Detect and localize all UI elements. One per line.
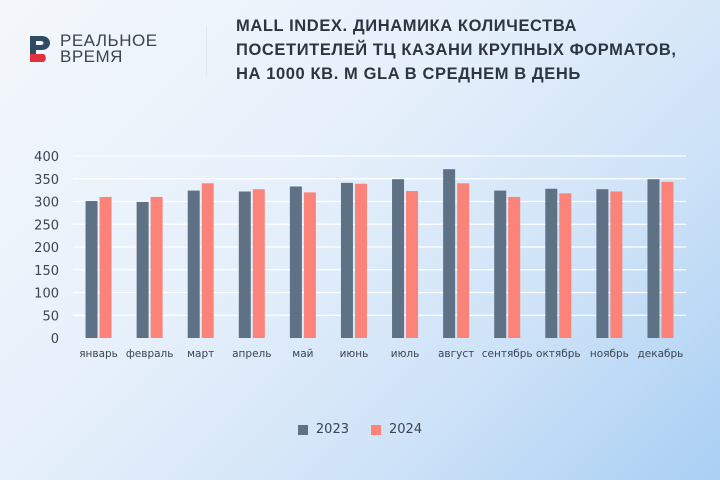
x-tick-label: май [292, 348, 313, 360]
bar-2024-февраль [150, 196, 163, 338]
bar-2023-апрель [238, 191, 251, 338]
bar-2023-август [443, 169, 456, 338]
legend: 2023 2024 [0, 422, 720, 437]
x-tick-label: август [438, 348, 474, 360]
y-tick-label: 50 [42, 309, 59, 324]
logo-mark-icon [30, 36, 50, 62]
y-tick-label: 350 [34, 173, 59, 188]
header-divider [206, 26, 207, 76]
y-tick-label: 400 [34, 150, 59, 165]
x-tick-label: февраль [126, 348, 174, 360]
bar-2023-июнь [340, 182, 353, 338]
legend-swatch-2023 [297, 424, 308, 435]
bar-2024-август [457, 183, 470, 338]
bar-2023-январь [85, 201, 98, 338]
bar-2023-июль [392, 179, 405, 338]
x-tick-label: ноябрь [590, 348, 629, 360]
legend-item-2024: 2024 [371, 422, 422, 437]
x-tick-label: март [187, 348, 214, 360]
y-tick-label: 250 [34, 218, 59, 233]
bar-2023-май [289, 186, 302, 338]
bar-2024-январь [99, 196, 112, 338]
y-tick-label: 0 [51, 332, 59, 347]
bar-2023-ноябрь [596, 189, 609, 338]
bar-2024-ноябрь [610, 191, 623, 338]
bar-2024-декабрь [661, 181, 674, 338]
legend-swatch-2024 [371, 424, 381, 435]
y-tick-label: 300 [34, 196, 59, 211]
legend-label-2024: 2024 [389, 422, 423, 437]
bar-2024-апрель [252, 189, 265, 338]
x-tick-label: январь [79, 348, 118, 360]
bar-2023-октябрь [545, 188, 558, 338]
bar-2023-декабрь [647, 179, 660, 338]
x-tick-label: сентябрь [482, 348, 533, 360]
bar-2024-октябрь [559, 193, 572, 338]
bar-2024-июль [406, 191, 419, 338]
brand-logo: РЕАЛЬНОЕ ВРЕМЯ [28, 31, 158, 66]
x-tick-label: июль [391, 348, 420, 360]
bar-2024-март [201, 183, 214, 338]
brand-line2: ВРЕМЯ [60, 47, 123, 66]
brand-line1: РЕАЛЬНОЕ [60, 31, 158, 50]
y-tick-label: 100 [34, 287, 59, 302]
x-tick-label: апрель [232, 348, 271, 360]
x-tick-label: июнь [340, 348, 369, 360]
bar-2023-сентябрь [494, 190, 507, 338]
x-tick-label: декабрь [638, 348, 684, 360]
bar-2024-июнь [354, 183, 367, 338]
bar-2023-февраль [136, 201, 149, 338]
y-tick-label: 200 [34, 241, 59, 256]
legend-label-2023: 2023 [315, 422, 349, 437]
y-tick-label: 150 [34, 264, 59, 279]
bar-2024-сентябрь [508, 196, 521, 338]
bar-2024-май [303, 192, 316, 338]
bar-2023-март [187, 190, 200, 338]
chart-title: Mall Index. Динамика количества посетите… [236, 17, 677, 83]
legend-item-2023: 2023 [297, 422, 349, 437]
x-tick-label: октябрь [536, 348, 581, 360]
